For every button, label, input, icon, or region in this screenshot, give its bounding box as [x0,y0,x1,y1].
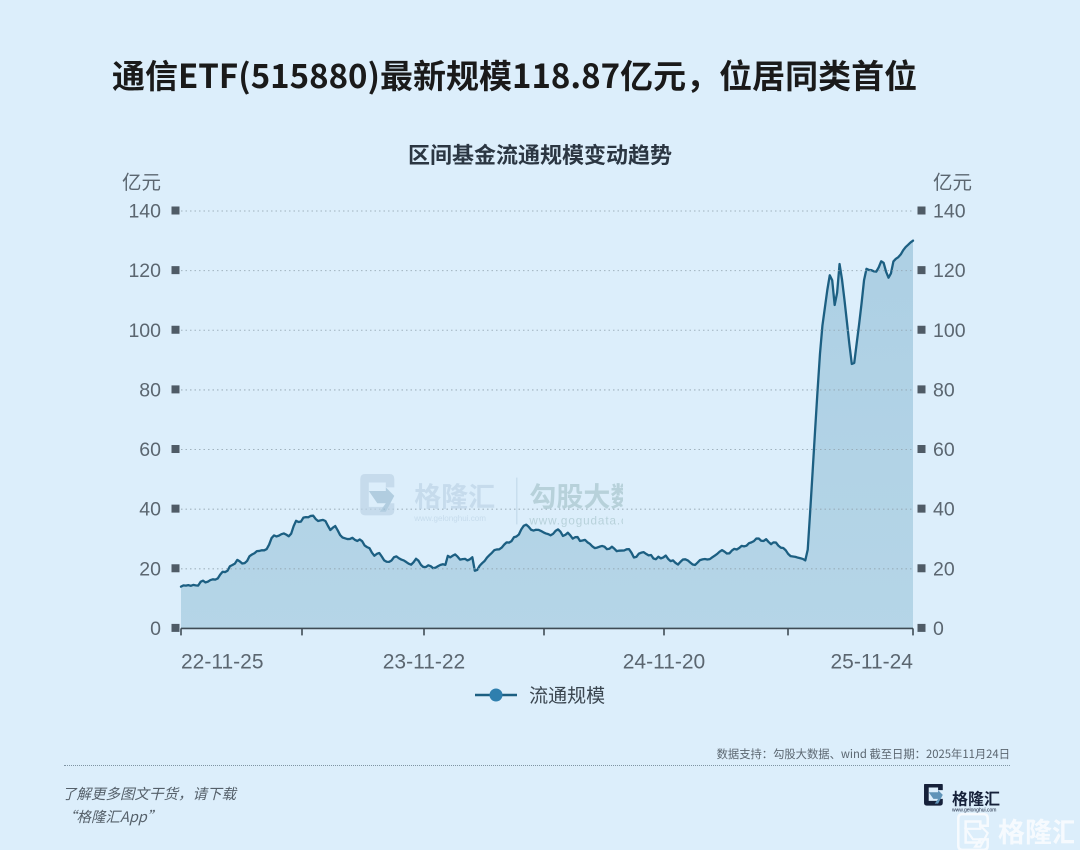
svg-text:亿元: 亿元 [122,166,161,195]
svg-text:20: 20 [139,558,161,580]
svg-text:40: 40 [139,499,161,521]
svg-text:40: 40 [933,499,955,521]
svg-text:140: 140 [933,201,966,223]
svg-text:23-11-22: 23-11-22 [383,650,466,673]
svg-text:80: 80 [139,379,161,401]
svg-text:140: 140 [128,201,161,223]
svg-text:勾股大数据: 勾股大数据 [529,475,623,514]
svg-text:24-11-20: 24-11-20 [623,650,706,673]
svg-text:100: 100 [933,320,966,342]
svg-text:亿元: 亿元 [933,166,972,195]
svg-text:www.gelonghui.com: www.gelonghui.com [413,514,486,523]
svg-text:格隆汇: 格隆汇 [952,786,1000,810]
svg-text:www.gogudata.com: www.gogudata.com [528,514,623,527]
svg-text:格隆汇: 格隆汇 [414,475,495,514]
svg-text:120: 120 [933,260,966,282]
svg-text:0: 0 [150,618,161,640]
svg-text:格隆汇: 格隆汇 [998,811,1074,850]
svg-text:25-11-24: 25-11-24 [830,650,913,673]
svg-text:100: 100 [128,320,161,342]
svg-text:60: 60 [139,439,161,461]
svg-text:60: 60 [933,439,955,461]
svg-text:0: 0 [933,618,944,640]
svg-text:20: 20 [933,558,955,580]
svg-text:120: 120 [128,260,161,282]
svg-text:80: 80 [933,379,955,401]
svg-text:22-11-25: 22-11-25 [181,650,264,673]
